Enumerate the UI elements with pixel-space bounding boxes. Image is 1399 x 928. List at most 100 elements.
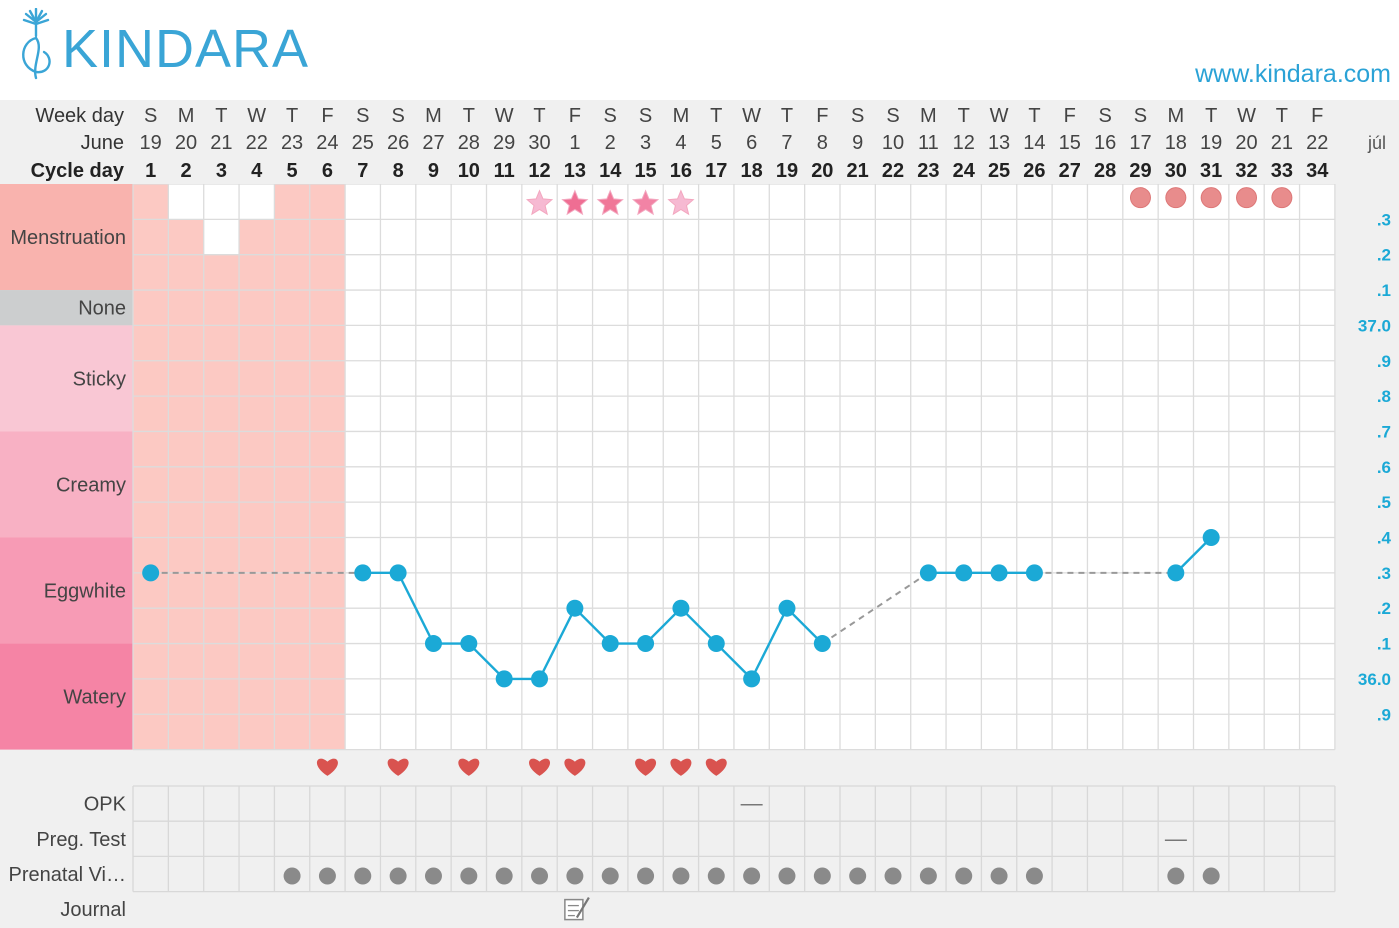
next-month-label: júl [1367,133,1386,153]
week-day-cell: S [851,105,864,127]
intercourse-heart-icon [316,758,338,776]
temp-point [495,670,513,688]
week-day-cell: F [569,105,581,127]
brand-name: KINDARA [62,19,310,79]
prenatal-dot [601,867,619,885]
period-markers [525,187,1293,216]
prenatal-dot [743,867,761,885]
temperature-axis: .3 .2 .1 37.0 .9 .8 .7 .6 .5 .4 .3 .2 .1 36.0 .9 [1358,210,1392,724]
prenatal-dot [778,867,796,885]
cycle-day-cell: 25 [988,160,1010,182]
cycle-day-cell: 14 [599,160,622,182]
cycle-day-cell: 27 [1059,160,1081,182]
cycle-day-cell: 32 [1235,160,1257,182]
cycle-day-cell: 31 [1200,160,1222,182]
cycle-day-cell: 10 [458,160,480,182]
temp-axis-tick: .3 [1377,564,1391,583]
spotting-star-icon [667,189,695,216]
prenatal-dot [460,867,478,885]
week-day-cell: T [533,105,545,127]
prenatal-dot [495,867,513,885]
temp-axis-tick: .9 [1377,352,1391,371]
period-dot [1236,187,1258,209]
week-day-cell: T [286,105,298,127]
date-cell: 9 [852,132,863,154]
week-day-cell: S [639,105,652,127]
temp-axis-tick: .1 [1377,635,1391,654]
cycle-day-cell: 22 [882,160,904,182]
temp-axis-tick: .8 [1377,387,1391,406]
date-cell: 28 [458,132,480,154]
kindara-logo-icon [22,8,51,80]
temp-point [142,564,160,582]
date-cell: 22 [1306,132,1328,154]
week-day-cell: S [144,105,157,127]
prenatal-dot [813,867,831,885]
week-day-cell: S [886,105,899,127]
temp-point [919,564,937,582]
temp-point [389,564,407,582]
date-cell: 21 [210,132,232,154]
opk-mark: — [741,791,763,816]
temp-point [743,670,761,688]
fluid-label-eggwhite: Eggwhite [44,581,126,603]
date-cell: 8 [817,132,828,154]
week-day-cell: W [1237,105,1256,127]
cycle-day-cell: 4 [251,160,263,182]
fluid-row-sticky [0,325,133,432]
date-cell: 23 [281,132,303,154]
cycle-day-cell: 2 [180,160,191,182]
date-cell: 2 [605,132,616,154]
temperature-series [142,529,1220,688]
journal-note-page [564,898,584,921]
tracking-rows: OPK Preg. Test Prenatal Vi… Journal — — [9,785,1336,921]
date-cell: 16 [1094,132,1116,154]
date-cell: 29 [493,132,515,154]
prenatal-dot [1202,867,1220,885]
cycle-day-cell: 11 [494,160,515,182]
week-day-cell: M [178,105,195,127]
temp-axis-tick: .4 [1377,529,1392,548]
period-dot [1165,187,1187,209]
cycle-day-cell: 3 [216,160,227,182]
date-cell: 13 [988,132,1010,154]
temp-point [955,564,973,582]
intercourse-heart-icon [458,758,480,776]
site-url-link[interactable]: www.kindara.com [1195,60,1391,88]
intercourse-heart-icon [670,758,692,776]
prenatal-dot [1167,867,1185,885]
week-day-cell: S [391,105,404,127]
temp-point [566,599,584,617]
period-dot [1200,187,1222,209]
prenatal-dot [318,867,336,885]
week-day-cell: S [604,105,617,127]
date-cell: 1 [569,132,580,154]
period-dot [1129,187,1151,209]
week-day-cell: T [710,105,722,127]
date-cell: 19 [1200,132,1222,154]
temp-point [813,635,831,653]
date-cell: 5 [711,132,722,154]
cycle-day-cell: 16 [670,160,692,182]
intercourse-heart-icon [564,758,586,776]
header-background [0,100,1399,184]
temp-point [531,670,549,688]
temp-line-segment [538,607,576,680]
week-day-cell: W [247,105,266,127]
week-day-cell: T [463,105,475,127]
cycle-day-cell: 5 [287,160,298,182]
week-day-cell: M [1167,105,1184,127]
cycle-day-cell: 21 [847,160,869,182]
temp-point [601,635,619,653]
date-cell: 10 [882,132,904,154]
prenatal-dot [1025,867,1043,885]
fluid-row-none [0,290,133,326]
cycle-day-cell: 6 [322,160,333,182]
cycle-day-label: Cycle day [31,160,125,182]
date-cell: 18 [1165,132,1187,154]
week-day-cell: W [990,105,1009,127]
cycle-day-cell: 34 [1306,160,1329,182]
week-day-cell: T [1205,105,1217,127]
fluid-row-eggwhite [0,537,133,644]
temp-line-segment [750,607,789,680]
